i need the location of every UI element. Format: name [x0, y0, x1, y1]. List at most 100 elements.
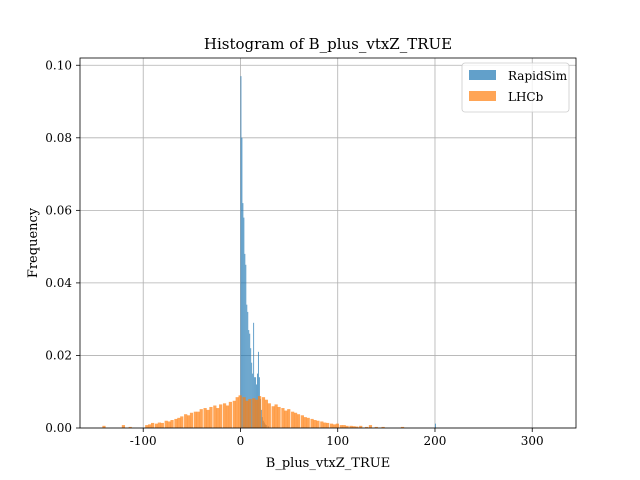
histogram-bar-lhcb — [167, 421, 171, 428]
histogram-bar-lhcb — [177, 417, 181, 428]
histogram-bar-lhcb — [267, 403, 271, 428]
histogram-bar-lhcb — [157, 422, 162, 428]
series-lhcb-bars — [102, 395, 405, 428]
histogram-bar-rapidsim — [244, 253, 246, 428]
ticks-layer: -100 0 100 200 300 0.00 0.02 0.04 0.06 0.08 0.10 — [45, 58, 543, 448]
y-tick-label: 0.04 — [45, 276, 72, 290]
histogram-bar-lhcb — [335, 423, 339, 428]
histogram-bar-lhcb — [170, 420, 174, 428]
histogram-bar-rapidsim — [243, 217, 245, 428]
legend-label-lhcb: LHCb — [508, 90, 544, 104]
histogram-bar-rapidsim — [246, 304, 248, 428]
histogram-bar-lhcb — [271, 406, 275, 428]
histogram-bar-lhcb — [252, 398, 256, 428]
y-tick-label: 0.00 — [45, 421, 72, 435]
histogram-bar-lhcb — [310, 418, 314, 428]
histogram-bar-lhcb — [329, 423, 334, 428]
histogram-bar-rapidsim — [245, 264, 247, 428]
histogram-bar-rapidsim — [249, 333, 251, 428]
histogram-bar-rapidsim — [247, 311, 249, 428]
x-tick-label: 300 — [521, 434, 544, 448]
histogram-bar-lhcb — [184, 414, 188, 428]
histogram-bar-lhcb — [213, 405, 217, 428]
y-tick-label: 0.10 — [45, 58, 72, 72]
histogram-bar-rapidsim — [242, 203, 244, 428]
x-tick-label: 0 — [237, 434, 245, 448]
histogram-bar-lhcb — [374, 426, 378, 428]
histogram-bar-lhcb — [296, 414, 301, 428]
histogram-bar-lhcb — [154, 423, 159, 428]
x-tick-label: 200 — [424, 434, 447, 448]
histogram-bar-lhcb — [245, 400, 249, 428]
histogram-bar-lhcb — [102, 425, 106, 428]
histogram-bar-lhcb — [359, 425, 363, 428]
histogram-bar-lhcb — [164, 420, 168, 428]
histogram-bar-lhcb — [255, 399, 259, 428]
histogram-bar-lhcb — [222, 403, 227, 428]
histogram-bar-rapidsim — [248, 330, 250, 428]
histogram-bar-lhcb — [320, 421, 324, 428]
histogram-bar-lhcb — [199, 409, 203, 428]
histogram-bar-rapidsim — [240, 76, 242, 428]
histogram-bar-lhcb — [189, 412, 194, 428]
x-tick-label: 100 — [326, 434, 349, 448]
chart-title: Histogram of B_plus_vtxZ_TRUE — [204, 35, 452, 53]
histogram-bar-lhcb — [345, 425, 349, 428]
histogram-bar-lhcb — [284, 410, 288, 428]
histogram-bar-lhcb — [381, 426, 385, 428]
histogram-bar-lhcb — [291, 411, 295, 428]
histogram-bar-rapidsim — [260, 409, 262, 428]
histogram-bar-lhcb — [145, 425, 149, 428]
histogram-bar-lhcb — [277, 406, 281, 428]
histogram-bar-lhcb — [300, 415, 304, 428]
histogram-bar-lhcb — [349, 425, 353, 428]
plot-area-frame — [79, 57, 577, 429]
histogram-bar-lhcb — [323, 422, 327, 428]
histogram-bar-lhcb — [313, 420, 317, 428]
y-axis-label: Frequency — [26, 207, 41, 278]
histogram-bar-lhcb — [180, 416, 184, 428]
histogram-bar-lhcb — [303, 417, 307, 428]
histogram-bar-lhcb — [174, 418, 178, 428]
histogram-bar-lhcb — [274, 404, 278, 428]
histogram-bar-lhcb — [228, 401, 233, 428]
legend-swatch-rapidsim — [469, 70, 496, 80]
histogram-bar-lhcb — [352, 426, 356, 428]
histogram-bar-lhcb — [160, 422, 164, 428]
histogram-bar-lhcb — [150, 422, 155, 428]
histogram-bar-rapidsim — [241, 137, 243, 428]
histogram-bar-lhcb — [287, 409, 291, 428]
histogram-bar-lhcb — [261, 397, 266, 428]
bars-layer — [102, 76, 436, 428]
histogram-bar-lhcb — [264, 399, 268, 428]
histogram-bar-lhcb — [306, 417, 310, 428]
histogram-bar-lhcb — [219, 404, 223, 428]
histogram-bar-lhcb — [281, 408, 285, 428]
histogram-bar-lhcb — [225, 405, 230, 428]
histogram-bar-lhcb — [216, 408, 220, 428]
y-tick-label: 0.06 — [45, 203, 72, 217]
histogram-bar-lhcb — [248, 398, 252, 428]
histogram-bar-lhcb — [368, 425, 373, 428]
histogram-bar-rapidsim — [250, 348, 252, 428]
histogram-bar-lhcb — [193, 411, 197, 428]
histogram-bar-rapidsim — [257, 351, 259, 428]
legend: RapidSim LHCb — [461, 62, 570, 113]
histogram-bar-lhcb — [232, 400, 236, 428]
histogram-bar-lhcb — [203, 408, 207, 428]
histogram-bar-lhcb — [316, 420, 320, 428]
histogram-bar-lhcb — [332, 424, 337, 428]
histogram-bar-lhcb — [242, 397, 246, 428]
histogram-bar-lhcb — [293, 412, 298, 428]
histogram-bar-lhcb — [355, 426, 359, 428]
histogram-bar-lhcb — [235, 397, 239, 428]
histogram-bar-lhcb — [326, 422, 330, 428]
histogram-bar-lhcb — [238, 395, 242, 428]
histogram-bar-lhcb — [339, 425, 343, 428]
legend-label-rapidsim: RapidSim — [508, 69, 568, 83]
y-tick-label: 0.02 — [45, 348, 72, 362]
histogram-bar-lhcb — [148, 424, 152, 428]
histogram-bar-lhcb — [257, 396, 262, 428]
histogram-bar-rapidsim — [434, 423, 436, 428]
